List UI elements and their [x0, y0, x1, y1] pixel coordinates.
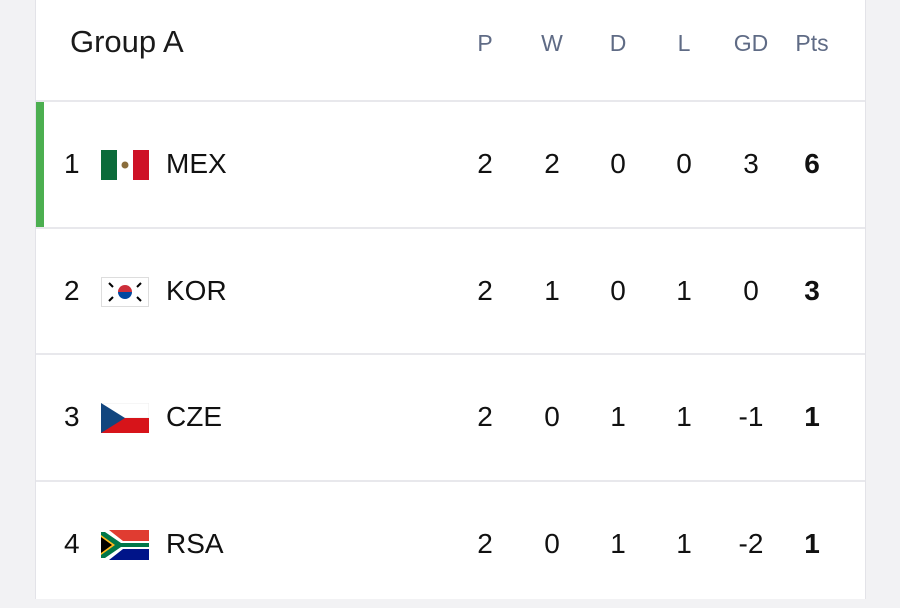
- stat-cell: 3: [804, 275, 820, 306]
- stat-cell: 0: [610, 275, 626, 306]
- column-header: Pts: [795, 30, 829, 56]
- team-code: MEX: [166, 148, 227, 179]
- rank: 4: [64, 528, 80, 559]
- stat-cell: 0: [610, 148, 626, 179]
- flag: [101, 403, 149, 433]
- flag: [101, 150, 149, 180]
- stat-cell: 0: [544, 401, 560, 432]
- stat-cell: 2: [477, 275, 493, 306]
- stat-cell: 0: [743, 275, 759, 306]
- flag: [101, 530, 149, 560]
- team-code: RSA: [166, 528, 224, 559]
- rank: 1: [64, 148, 80, 179]
- stat-cell: 1: [676, 528, 692, 559]
- flag: [101, 277, 149, 307]
- stat-cell: 2: [477, 148, 493, 179]
- stat-cell: 2: [544, 148, 560, 179]
- team-row[interactable]: 4 RSA 2 0 1 1 -2 1: [36, 480, 865, 608]
- stat-cell: 1: [610, 528, 626, 559]
- rank: 3: [64, 401, 80, 432]
- team-row[interactable]: 2 KOR 2 1 0 1 0 3: [36, 227, 865, 355]
- stat-cell: 2: [477, 401, 493, 432]
- column-header: L: [677, 30, 691, 56]
- column-header: W: [541, 30, 563, 56]
- stat-cell: -1: [738, 401, 764, 432]
- team-row[interactable]: 3 CZE 2 0 1 1 -1 1: [36, 353, 865, 481]
- team-code: KOR: [166, 275, 227, 306]
- stat-cell: 3: [743, 148, 759, 179]
- stat-cell: 2: [477, 528, 493, 559]
- stat-cell: 1: [676, 275, 692, 306]
- stat-cell: -2: [738, 528, 764, 559]
- group-title: Group A: [70, 24, 184, 59]
- qualify-indicator: [36, 102, 44, 228]
- team-code: CZE: [166, 401, 222, 432]
- column-header: P: [477, 30, 493, 56]
- rank: 2: [64, 275, 80, 306]
- column-header: GD: [733, 30, 769, 56]
- column-header: D: [609, 30, 627, 56]
- team-row[interactable]: 1 MEX 2 2 0 0 3 6: [36, 100, 865, 228]
- stat-cell: 1: [610, 401, 626, 432]
- stat-cell: 1: [544, 275, 560, 306]
- stat-cell: 1: [676, 401, 692, 432]
- stat-cell: 6: [804, 148, 820, 179]
- stat-cell: 1: [804, 528, 820, 559]
- stat-cell: 0: [544, 528, 560, 559]
- standings-card: Group A 1 MEX 2 2 0 0 3 6 2 KOR 2 1 0 1 0 3 3 CZE 2 0 1 1 -1…: [35, 0, 866, 599]
- stat-cell: 0: [676, 148, 692, 179]
- stat-cell: 1: [804, 401, 820, 432]
